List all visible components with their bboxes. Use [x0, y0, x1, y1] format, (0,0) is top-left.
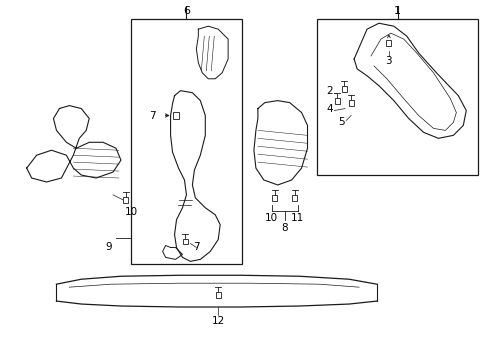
Bar	[272, 195, 277, 201]
Text: 10: 10	[124, 207, 137, 217]
Bar	[341, 86, 346, 92]
Bar	[317, 19, 477, 175]
Bar	[386, 40, 390, 46]
Text: 12: 12	[211, 316, 224, 326]
Text: 11: 11	[290, 213, 304, 223]
Bar	[334, 98, 339, 104]
Text: 8: 8	[281, 222, 287, 233]
Bar	[183, 239, 187, 244]
Text: 7: 7	[193, 243, 199, 252]
Text: 4: 4	[325, 104, 332, 113]
Text: 7: 7	[149, 111, 156, 121]
Bar	[172, 112, 178, 119]
Text: 3: 3	[385, 56, 391, 66]
Text: 5: 5	[337, 117, 344, 127]
Text: 10: 10	[264, 213, 278, 223]
Text: 1: 1	[393, 6, 401, 16]
Text: 2: 2	[325, 86, 332, 96]
Bar	[131, 19, 242, 264]
Text: 6: 6	[183, 6, 189, 16]
Text: 9: 9	[105, 243, 112, 252]
Bar	[348, 100, 353, 105]
Bar	[291, 195, 297, 201]
Bar	[215, 292, 220, 298]
Bar	[123, 197, 128, 203]
